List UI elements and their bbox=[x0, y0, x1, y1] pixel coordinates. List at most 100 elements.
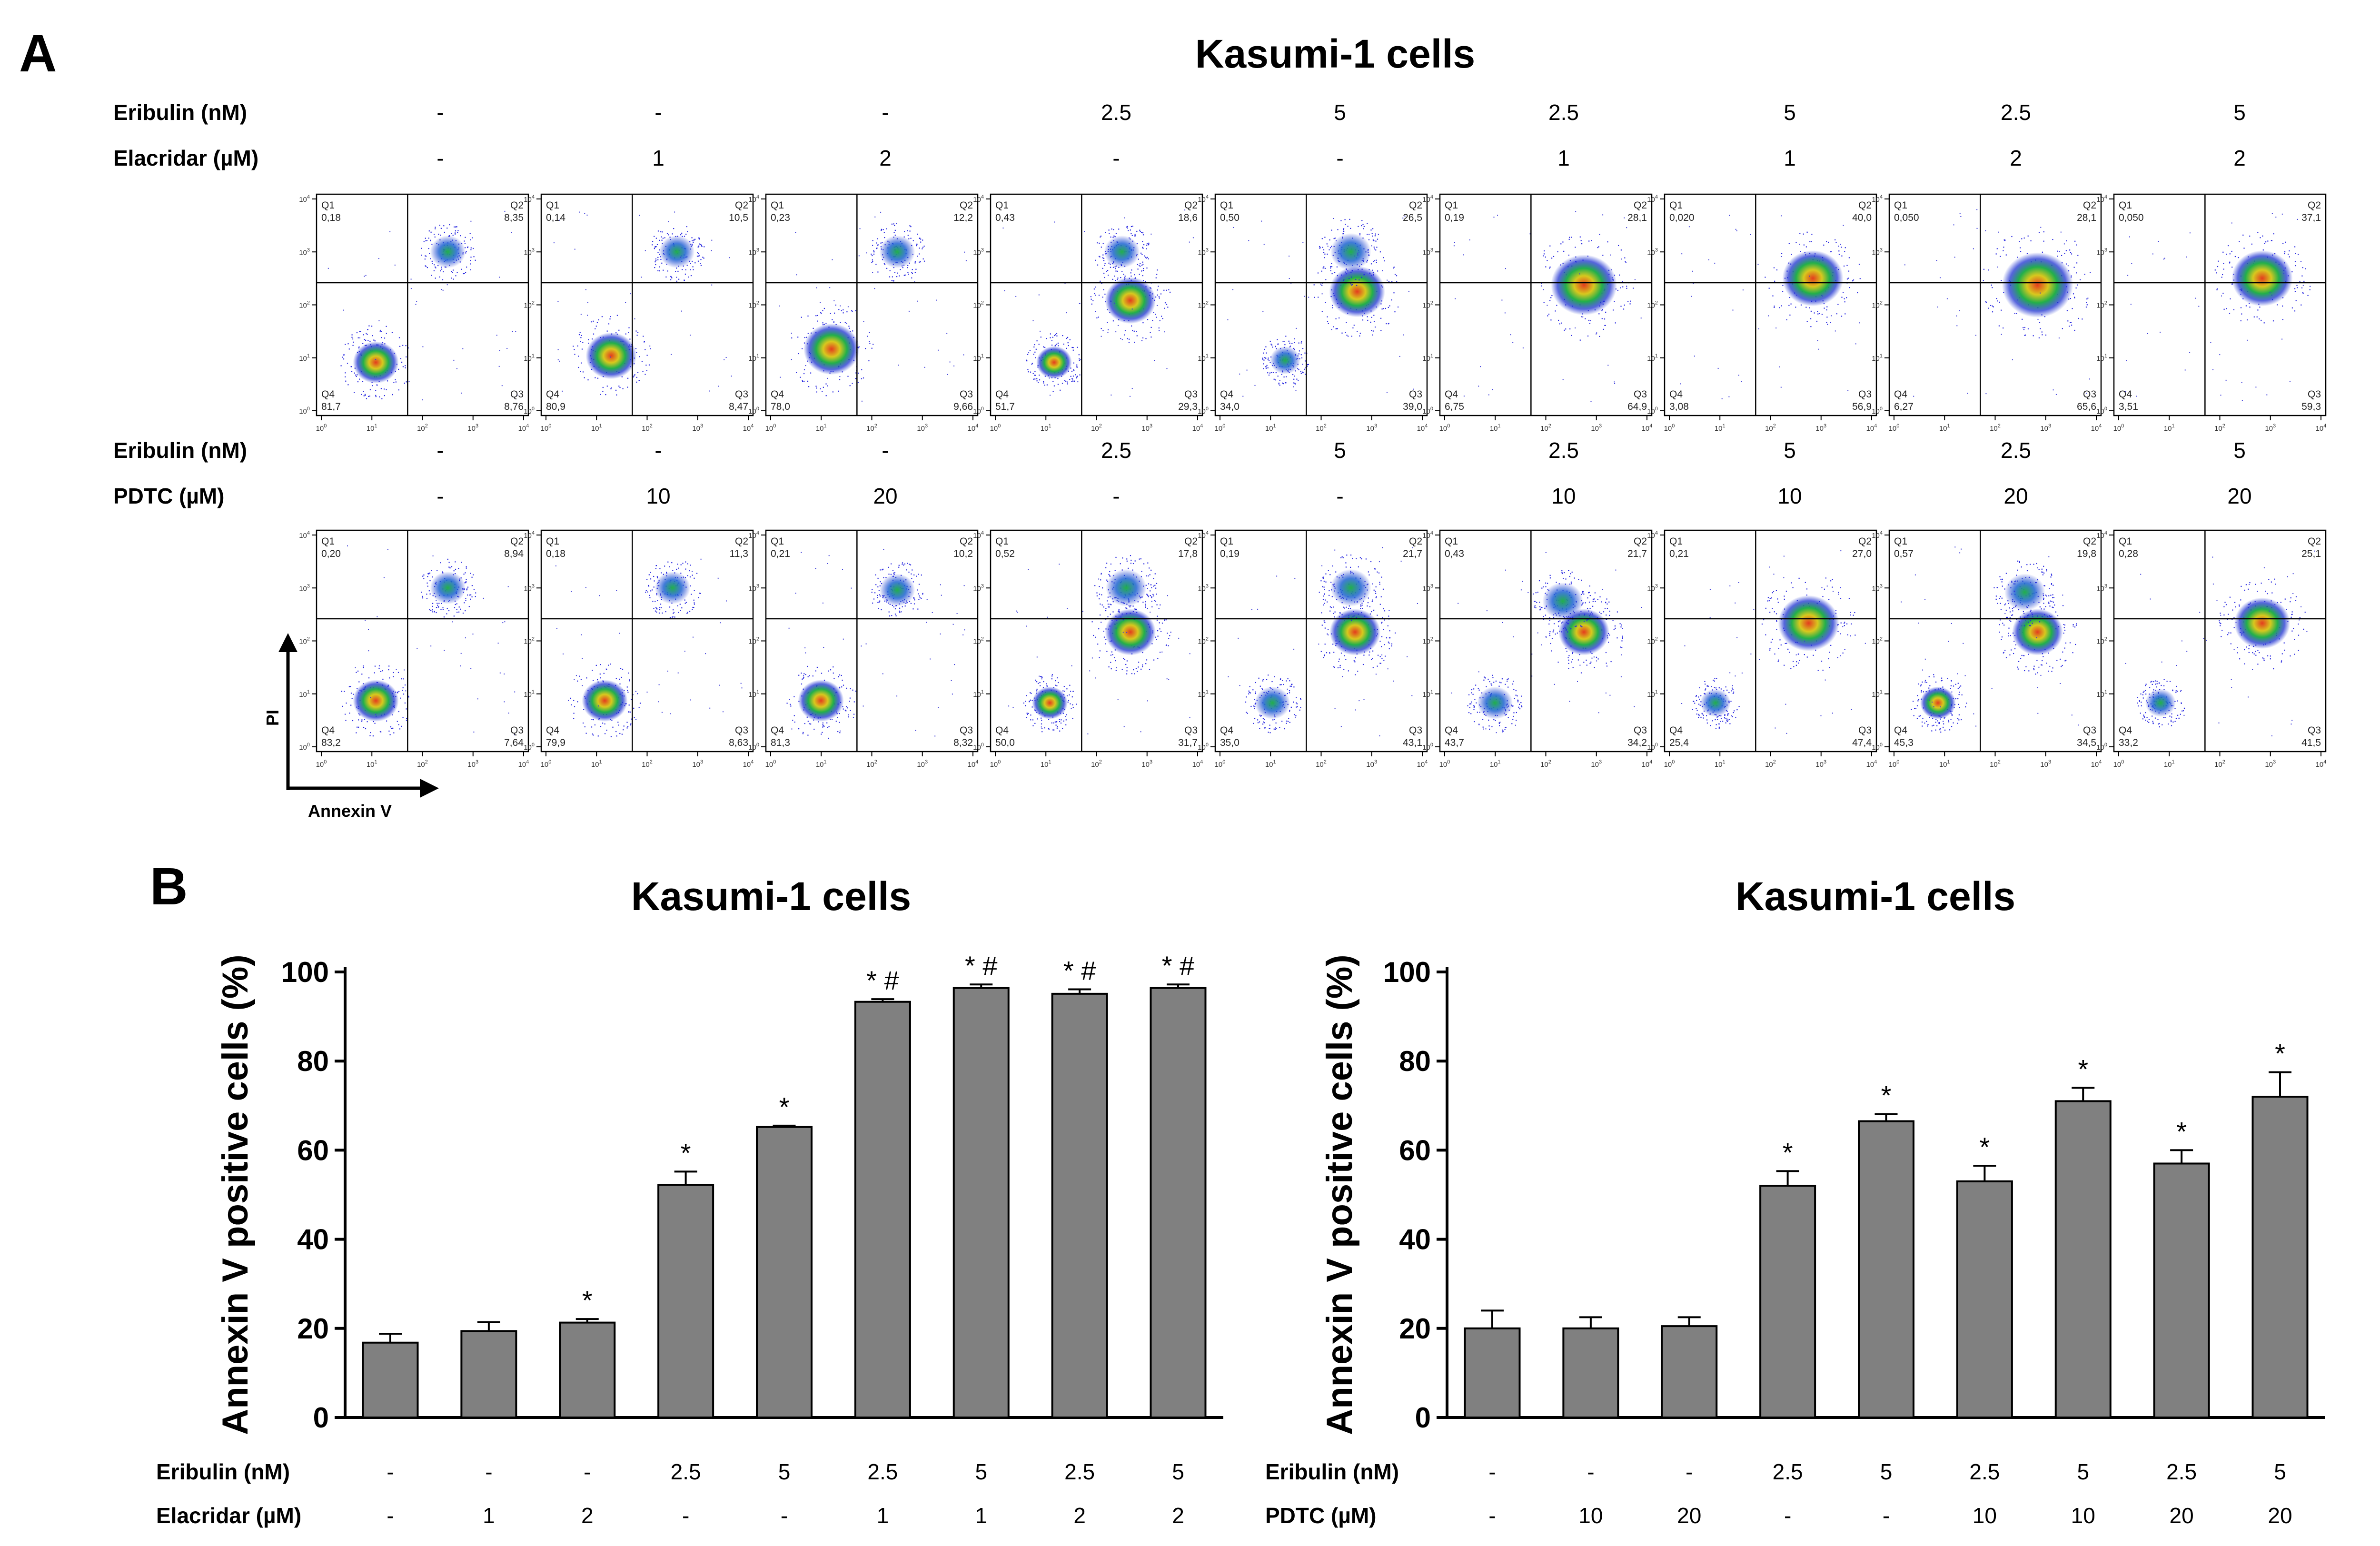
event-dot bbox=[631, 718, 633, 720]
event-dot bbox=[866, 252, 867, 254]
event-dot bbox=[1277, 343, 1279, 345]
q1-name: Q1 bbox=[771, 536, 784, 547]
event-dot bbox=[1338, 661, 1339, 662]
q2-value: 8,94 bbox=[504, 548, 524, 559]
event-dot bbox=[581, 362, 582, 364]
event-dot bbox=[702, 257, 704, 258]
event-dot bbox=[384, 388, 385, 390]
event-dot bbox=[1296, 702, 1297, 704]
event-dot bbox=[911, 272, 912, 273]
event-dot bbox=[496, 335, 497, 336]
event-dot bbox=[741, 687, 743, 689]
event-dot bbox=[700, 259, 702, 260]
x-tick-label: 101 bbox=[591, 759, 602, 769]
event-dot bbox=[1165, 644, 1167, 646]
event-dot bbox=[1107, 270, 1109, 271]
event-dot bbox=[2294, 291, 2296, 292]
event-dot bbox=[863, 321, 864, 322]
event-dot bbox=[883, 577, 884, 578]
event-dot bbox=[653, 575, 654, 577]
q1-name: Q1 bbox=[995, 200, 1009, 211]
event-dot bbox=[829, 287, 831, 288]
event-dot bbox=[1323, 580, 1325, 582]
event-dot bbox=[816, 391, 817, 393]
event-dot bbox=[853, 717, 854, 718]
event-dot bbox=[460, 235, 461, 237]
event-dot bbox=[1381, 576, 1382, 578]
event-dot bbox=[1383, 257, 1384, 258]
event-dot bbox=[1324, 257, 1325, 258]
event-dot bbox=[1036, 688, 1038, 690]
event-dot bbox=[1108, 262, 1110, 264]
q1-name: Q1 bbox=[1894, 200, 1907, 211]
event-dot bbox=[399, 728, 401, 730]
event-dot bbox=[918, 593, 919, 595]
event-dot bbox=[1693, 283, 1694, 284]
event-dot bbox=[1270, 372, 1272, 373]
event-dot bbox=[466, 579, 467, 580]
event-dot bbox=[2217, 266, 2219, 268]
event-dot bbox=[841, 674, 842, 676]
event-dot bbox=[1302, 372, 1304, 374]
event-dot bbox=[1324, 594, 1325, 595]
x-tick-label: 103 bbox=[917, 759, 928, 769]
event-dot bbox=[1323, 266, 1325, 268]
event-dot bbox=[1059, 730, 1061, 732]
event-dot bbox=[2125, 391, 2126, 392]
event-dot bbox=[636, 352, 637, 353]
event-dot bbox=[570, 697, 571, 699]
event-dot bbox=[442, 609, 444, 610]
event-dot bbox=[1294, 714, 1295, 715]
event-dot bbox=[347, 545, 348, 546]
event-dot bbox=[465, 272, 466, 273]
event-dot bbox=[947, 374, 948, 375]
event-dot bbox=[429, 572, 431, 574]
q1-value: 0,23 bbox=[771, 212, 790, 223]
event-dot bbox=[696, 573, 698, 574]
event-dot bbox=[646, 579, 648, 580]
event-dot bbox=[914, 599, 915, 601]
event-dot bbox=[1103, 258, 1105, 259]
event-dot bbox=[580, 371, 581, 372]
event-dot bbox=[1289, 685, 1291, 687]
event-dot bbox=[431, 260, 433, 262]
event-dot bbox=[610, 388, 612, 389]
event-dot bbox=[1313, 284, 1315, 286]
event-dot bbox=[657, 270, 659, 271]
event-dot bbox=[953, 365, 955, 367]
event-dot bbox=[1065, 716, 1066, 717]
event-dot bbox=[502, 622, 504, 624]
eribulin-value: 2.5 bbox=[1548, 438, 1579, 463]
x-tick-label: 102 bbox=[1765, 423, 1776, 433]
event-dot bbox=[801, 552, 802, 553]
event-dot bbox=[837, 731, 839, 733]
event-dot bbox=[1585, 318, 1586, 319]
event-dot bbox=[1357, 252, 1359, 254]
event-dot bbox=[842, 679, 843, 681]
x-tick-label: 103 bbox=[1591, 423, 1602, 433]
event-dot bbox=[1142, 652, 1143, 654]
event-dot bbox=[658, 612, 660, 614]
q2-name: Q2 bbox=[735, 200, 748, 211]
event-dot bbox=[634, 375, 635, 377]
x-tick-label: 100 bbox=[990, 759, 1001, 769]
event-dot bbox=[681, 607, 683, 609]
event-dot bbox=[592, 338, 593, 340]
x-tick-label: 101 bbox=[2164, 423, 2175, 433]
event-dot bbox=[843, 708, 844, 710]
event-dot bbox=[894, 225, 895, 226]
event-dot bbox=[1811, 234, 1813, 235]
event-dot bbox=[1164, 302, 1166, 304]
event-dot bbox=[1124, 330, 1126, 331]
event-dot bbox=[1372, 583, 1373, 585]
event-dot bbox=[362, 381, 364, 382]
event-dot bbox=[691, 594, 692, 595]
y-tick-label: 101 bbox=[1198, 353, 1209, 363]
event-dot bbox=[1373, 274, 1374, 275]
event-dot bbox=[1283, 383, 1284, 385]
event-dot bbox=[443, 616, 445, 618]
event-dot bbox=[914, 261, 916, 263]
event-dot bbox=[796, 372, 797, 373]
event-dot bbox=[1233, 227, 1234, 228]
event-dot bbox=[1140, 731, 1141, 733]
